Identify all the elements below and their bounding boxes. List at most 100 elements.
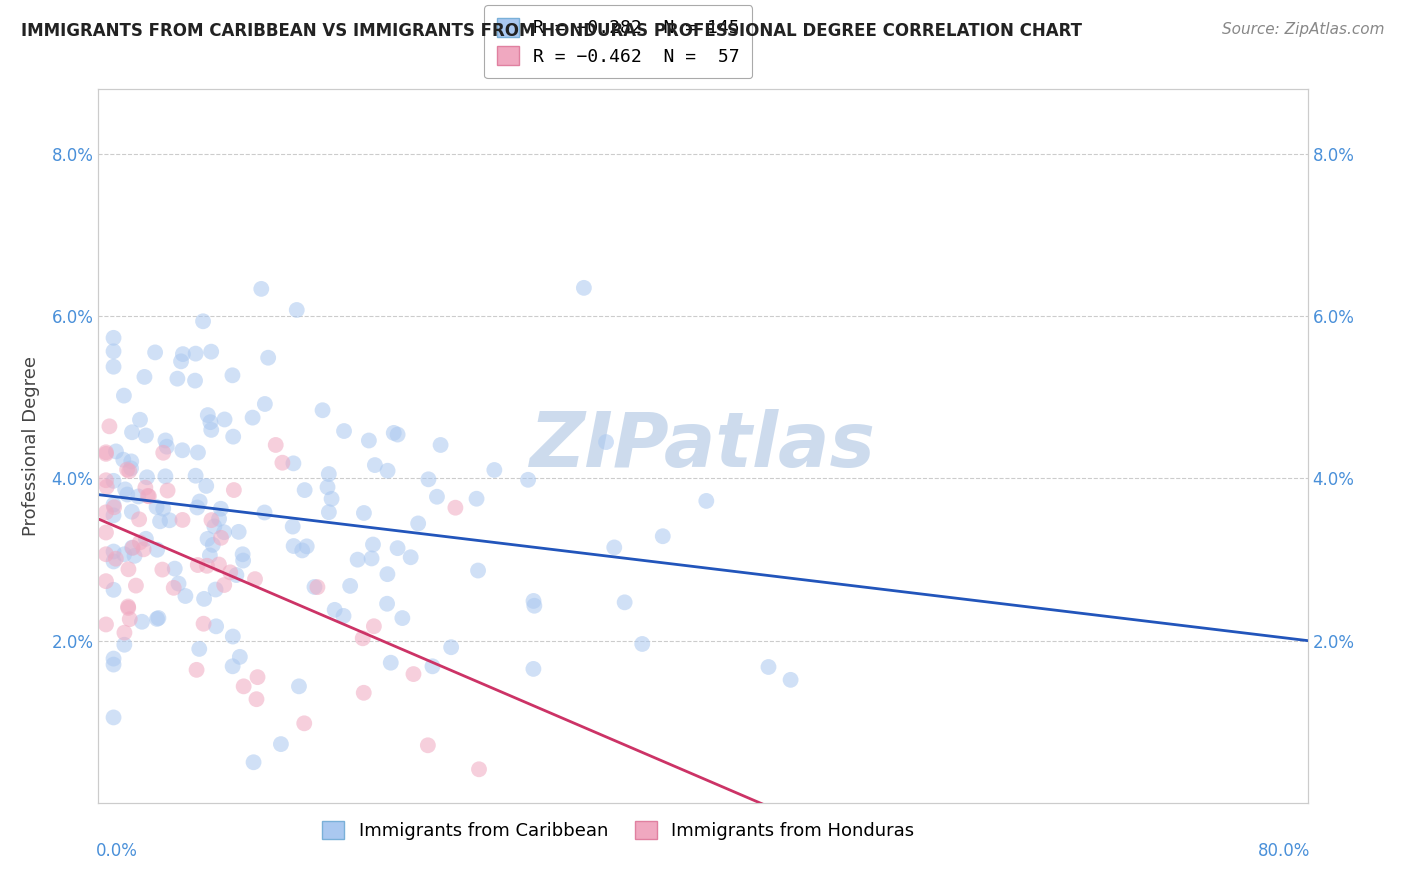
Point <box>418 472 440 486</box>
Point <box>120 454 142 468</box>
Point <box>364 458 387 472</box>
Point <box>291 543 314 558</box>
Point <box>112 389 135 403</box>
Point <box>184 374 207 388</box>
Point <box>283 539 305 553</box>
Point <box>129 535 152 549</box>
Point <box>363 619 385 633</box>
Point <box>94 505 117 519</box>
Point <box>264 438 287 452</box>
Point <box>222 483 245 497</box>
Point <box>195 558 218 573</box>
Point <box>136 470 159 484</box>
Point <box>221 368 243 383</box>
Point <box>132 542 155 557</box>
Point <box>208 512 231 526</box>
Point <box>232 547 254 561</box>
Point <box>214 412 236 426</box>
Point <box>465 491 488 506</box>
Point <box>152 446 174 460</box>
Point <box>112 625 135 640</box>
Point <box>522 594 544 608</box>
Point <box>145 500 167 514</box>
Point <box>352 632 374 646</box>
Text: ZIPatlas: ZIPatlas <box>530 409 876 483</box>
Point <box>200 344 222 359</box>
Point <box>124 549 146 563</box>
Point <box>94 547 117 561</box>
Point <box>758 660 780 674</box>
Point <box>779 673 801 687</box>
Point <box>318 467 340 481</box>
Point <box>121 541 143 555</box>
Point <box>117 562 139 576</box>
Point <box>257 351 280 365</box>
Point <box>193 591 215 606</box>
Point <box>572 281 595 295</box>
Point <box>103 657 125 672</box>
Point <box>112 452 135 467</box>
Point <box>245 692 267 706</box>
Point <box>94 574 117 589</box>
Point <box>304 580 326 594</box>
Point <box>232 553 254 567</box>
Point <box>253 397 276 411</box>
Point <box>311 403 333 417</box>
Point <box>222 430 245 444</box>
Point <box>94 473 117 487</box>
Point <box>135 428 157 442</box>
Point <box>613 595 636 609</box>
Point <box>281 519 304 533</box>
Point <box>595 435 617 450</box>
Point <box>159 513 181 527</box>
Point <box>103 474 125 488</box>
Point <box>422 659 444 673</box>
Point <box>187 558 209 572</box>
Point <box>104 551 127 566</box>
Point <box>382 425 405 440</box>
Point <box>146 612 169 626</box>
Point <box>155 434 177 448</box>
Point <box>174 589 197 603</box>
Point <box>112 547 135 561</box>
Point <box>377 567 399 582</box>
Point <box>360 551 382 566</box>
Text: Source: ZipAtlas.com: Source: ZipAtlas.com <box>1222 22 1385 37</box>
Point <box>242 756 264 770</box>
Point <box>387 541 409 556</box>
Point <box>406 516 429 531</box>
Point <box>517 473 540 487</box>
Point <box>112 638 135 652</box>
Point <box>98 419 121 434</box>
Point <box>156 483 179 498</box>
Point <box>149 514 172 528</box>
Point <box>380 656 402 670</box>
Point <box>134 481 156 495</box>
Point <box>167 576 190 591</box>
Point <box>201 538 224 552</box>
Point <box>163 581 186 595</box>
Point <box>135 532 157 546</box>
Point <box>197 408 219 422</box>
Point <box>128 512 150 526</box>
Point <box>271 456 294 470</box>
Point <box>117 599 139 614</box>
Point <box>198 549 221 563</box>
Point <box>228 524 250 539</box>
Point <box>695 494 717 508</box>
Point <box>339 579 361 593</box>
Point <box>186 663 208 677</box>
Point <box>104 444 127 458</box>
Point <box>152 501 174 516</box>
Point <box>146 542 169 557</box>
Point <box>114 483 136 497</box>
Point <box>357 434 380 448</box>
Point <box>295 540 318 554</box>
Point <box>229 649 252 664</box>
Point <box>426 490 449 504</box>
Point <box>307 580 329 594</box>
Point <box>468 762 491 776</box>
Point <box>522 662 544 676</box>
Point <box>212 578 235 592</box>
Point <box>127 490 149 504</box>
